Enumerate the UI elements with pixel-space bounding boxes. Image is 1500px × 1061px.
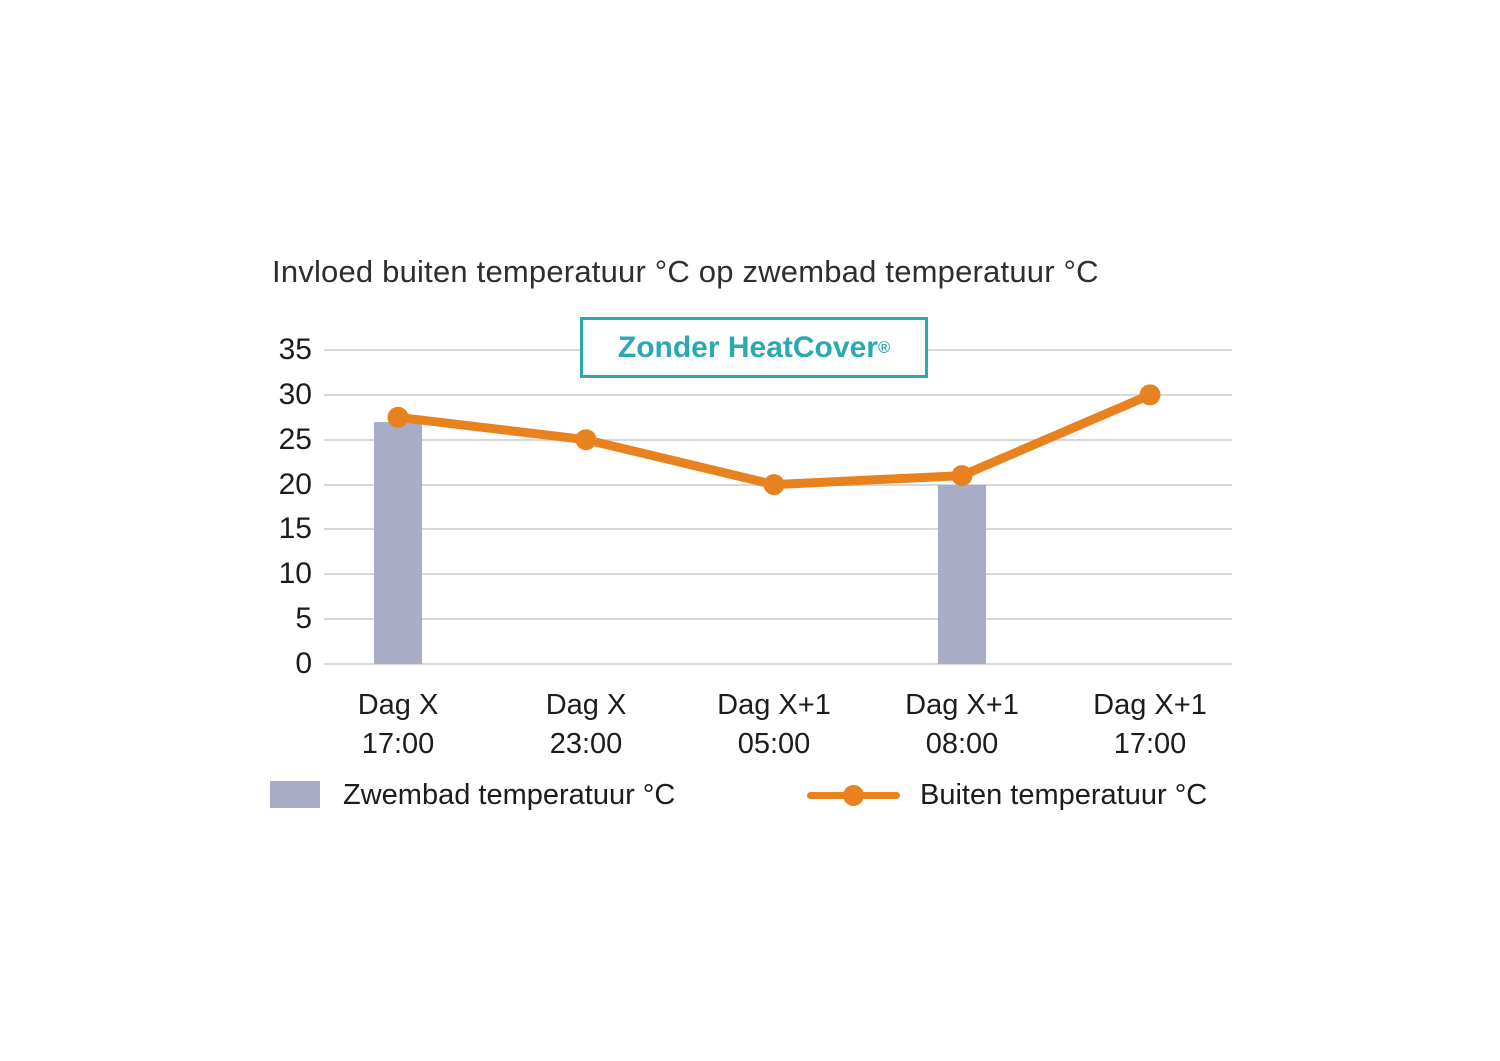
gridline-y-25 — [324, 438, 1232, 441]
gridline-y-10 — [324, 573, 1232, 576]
heatcover-badge: Zonder HeatCover ® — [580, 317, 928, 378]
gridline-y-20 — [324, 483, 1232, 486]
y-axis-tick-10: 10 — [278, 557, 312, 591]
y-axis-tick-15: 15 — [278, 512, 312, 546]
y-axis-tick-5: 5 — [295, 602, 312, 636]
legend-line-dot — [843, 785, 864, 806]
y-axis-tick-20: 20 — [278, 467, 312, 501]
chart-title: Invloed buiten temperatuur °C op zwembad… — [272, 254, 1099, 289]
legend-bar-label: Zwembad temperatuur °C — [343, 779, 676, 811]
gridline-y-5 — [324, 618, 1232, 621]
gridline-y-0 — [324, 663, 1232, 665]
bar-category-3 — [938, 484, 986, 664]
legend-line-label: Buiten temperatuur °C — [920, 779, 1208, 811]
gridline-y-30 — [324, 393, 1232, 396]
legend-bar-swatch — [270, 781, 320, 808]
x-axis-label-2: Dag X+1 05:00 — [717, 689, 831, 760]
x-axis-label-3: Dag X+1 08:00 — [905, 689, 1019, 760]
badge-text: Zonder HeatCover — [617, 330, 878, 364]
y-axis-tick-0: 0 — [295, 647, 312, 680]
y-axis-tick-35: 35 — [278, 333, 312, 366]
y-axis-tick-25: 25 — [278, 422, 312, 456]
gridline-y-15 — [324, 528, 1232, 531]
x-axis-label-1: Dag X 23:00 — [545, 689, 627, 760]
x-axis-label-0: Dag X 17:00 — [357, 689, 439, 760]
legend-line-sample — [807, 785, 900, 806]
y-axis-tick-30: 30 — [278, 377, 312, 411]
bar-category-0 — [374, 421, 422, 664]
x-axis-label-4: Dag X+1 17:00 — [1093, 689, 1207, 760]
